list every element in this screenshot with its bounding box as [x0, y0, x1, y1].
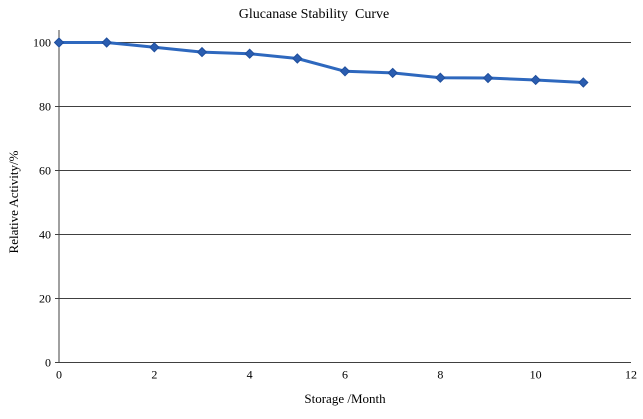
series-line: [57, 41, 585, 84]
y-tick-label: 0: [45, 356, 51, 370]
x-tick-label: 2: [151, 368, 157, 382]
y-tick-label: 80: [39, 100, 51, 114]
data-point-marker: [53, 37, 65, 48]
y-tick-label: 40: [39, 228, 51, 242]
data-point-marker: [244, 48, 255, 59]
data-point-marker: [196, 46, 208, 58]
x-axis-title: Storage /Month: [304, 391, 386, 406]
data-point-marker: [339, 66, 351, 77]
data-point-marker: [482, 72, 494, 84]
chart-title: Glucanase Stability Curve: [238, 7, 390, 22]
x-tick-label: 6: [342, 368, 348, 382]
x-tick-label: 10: [530, 368, 542, 382]
y-tick-label: 20: [39, 292, 51, 306]
data-point-marker: [578, 77, 589, 88]
y-tick-label: 60: [39, 164, 51, 178]
x-tick-label: 12: [625, 368, 637, 382]
data-point-marker: [435, 72, 446, 83]
x-tick-label: 4: [247, 368, 253, 382]
data-point-marker: [387, 67, 398, 79]
data-point-marker: [292, 53, 303, 64]
x-tick-label: 8: [437, 368, 443, 382]
x-tick-label: 0: [56, 368, 62, 382]
data-point-marker: [530, 74, 541, 86]
data-point-marker: [101, 37, 112, 48]
data-point-marker: [149, 42, 160, 53]
y-tick-label: 100: [33, 36, 51, 50]
